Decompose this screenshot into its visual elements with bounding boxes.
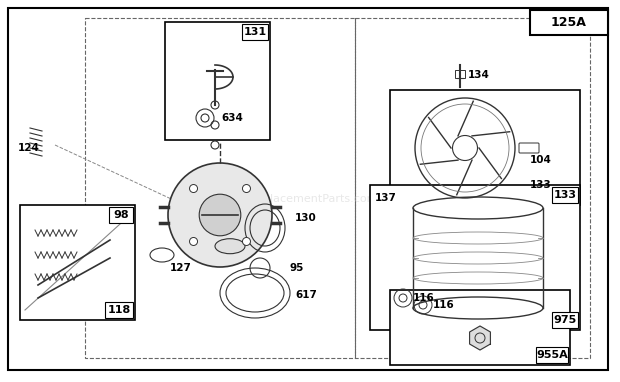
Bar: [390, 290, 570, 365]
Polygon shape: [469, 326, 490, 350]
Text: 104: 104: [530, 155, 552, 165]
Circle shape: [242, 238, 250, 246]
Bar: [20, 205, 135, 320]
Text: 133: 133: [530, 180, 552, 190]
Text: 98: 98: [113, 210, 129, 220]
Circle shape: [190, 185, 198, 193]
Text: 634: 634: [221, 113, 243, 123]
Text: 95: 95: [290, 263, 304, 273]
Bar: [85, 18, 355, 358]
Bar: [109, 207, 133, 223]
Bar: [530, 10, 608, 35]
Text: 131: 131: [244, 27, 267, 37]
Text: 617: 617: [295, 290, 317, 300]
Text: 124: 124: [18, 143, 40, 153]
Text: 137: 137: [375, 193, 397, 203]
Text: 134: 134: [468, 70, 490, 80]
Bar: [370, 185, 580, 330]
Circle shape: [199, 194, 241, 236]
Bar: [165, 22, 270, 140]
Circle shape: [190, 238, 198, 246]
Bar: [536, 347, 568, 363]
Bar: [242, 24, 268, 40]
Bar: [552, 187, 578, 203]
Text: eReplacementParts.com: eReplacementParts.com: [242, 194, 378, 204]
Circle shape: [242, 185, 250, 193]
Text: 116: 116: [433, 300, 454, 310]
Text: 133: 133: [554, 190, 577, 200]
Text: 975: 975: [554, 315, 577, 325]
Ellipse shape: [215, 239, 245, 254]
Text: 125A: 125A: [551, 16, 587, 29]
Bar: [105, 302, 133, 318]
Circle shape: [168, 163, 272, 267]
Text: 955A: 955A: [536, 350, 568, 360]
Text: 130: 130: [295, 213, 317, 223]
Bar: [390, 90, 580, 205]
Text: 118: 118: [107, 305, 131, 315]
Text: 116: 116: [413, 293, 435, 303]
Bar: [552, 312, 578, 328]
Bar: [455, 70, 465, 78]
Bar: [355, 18, 590, 358]
Text: 127: 127: [170, 263, 192, 273]
